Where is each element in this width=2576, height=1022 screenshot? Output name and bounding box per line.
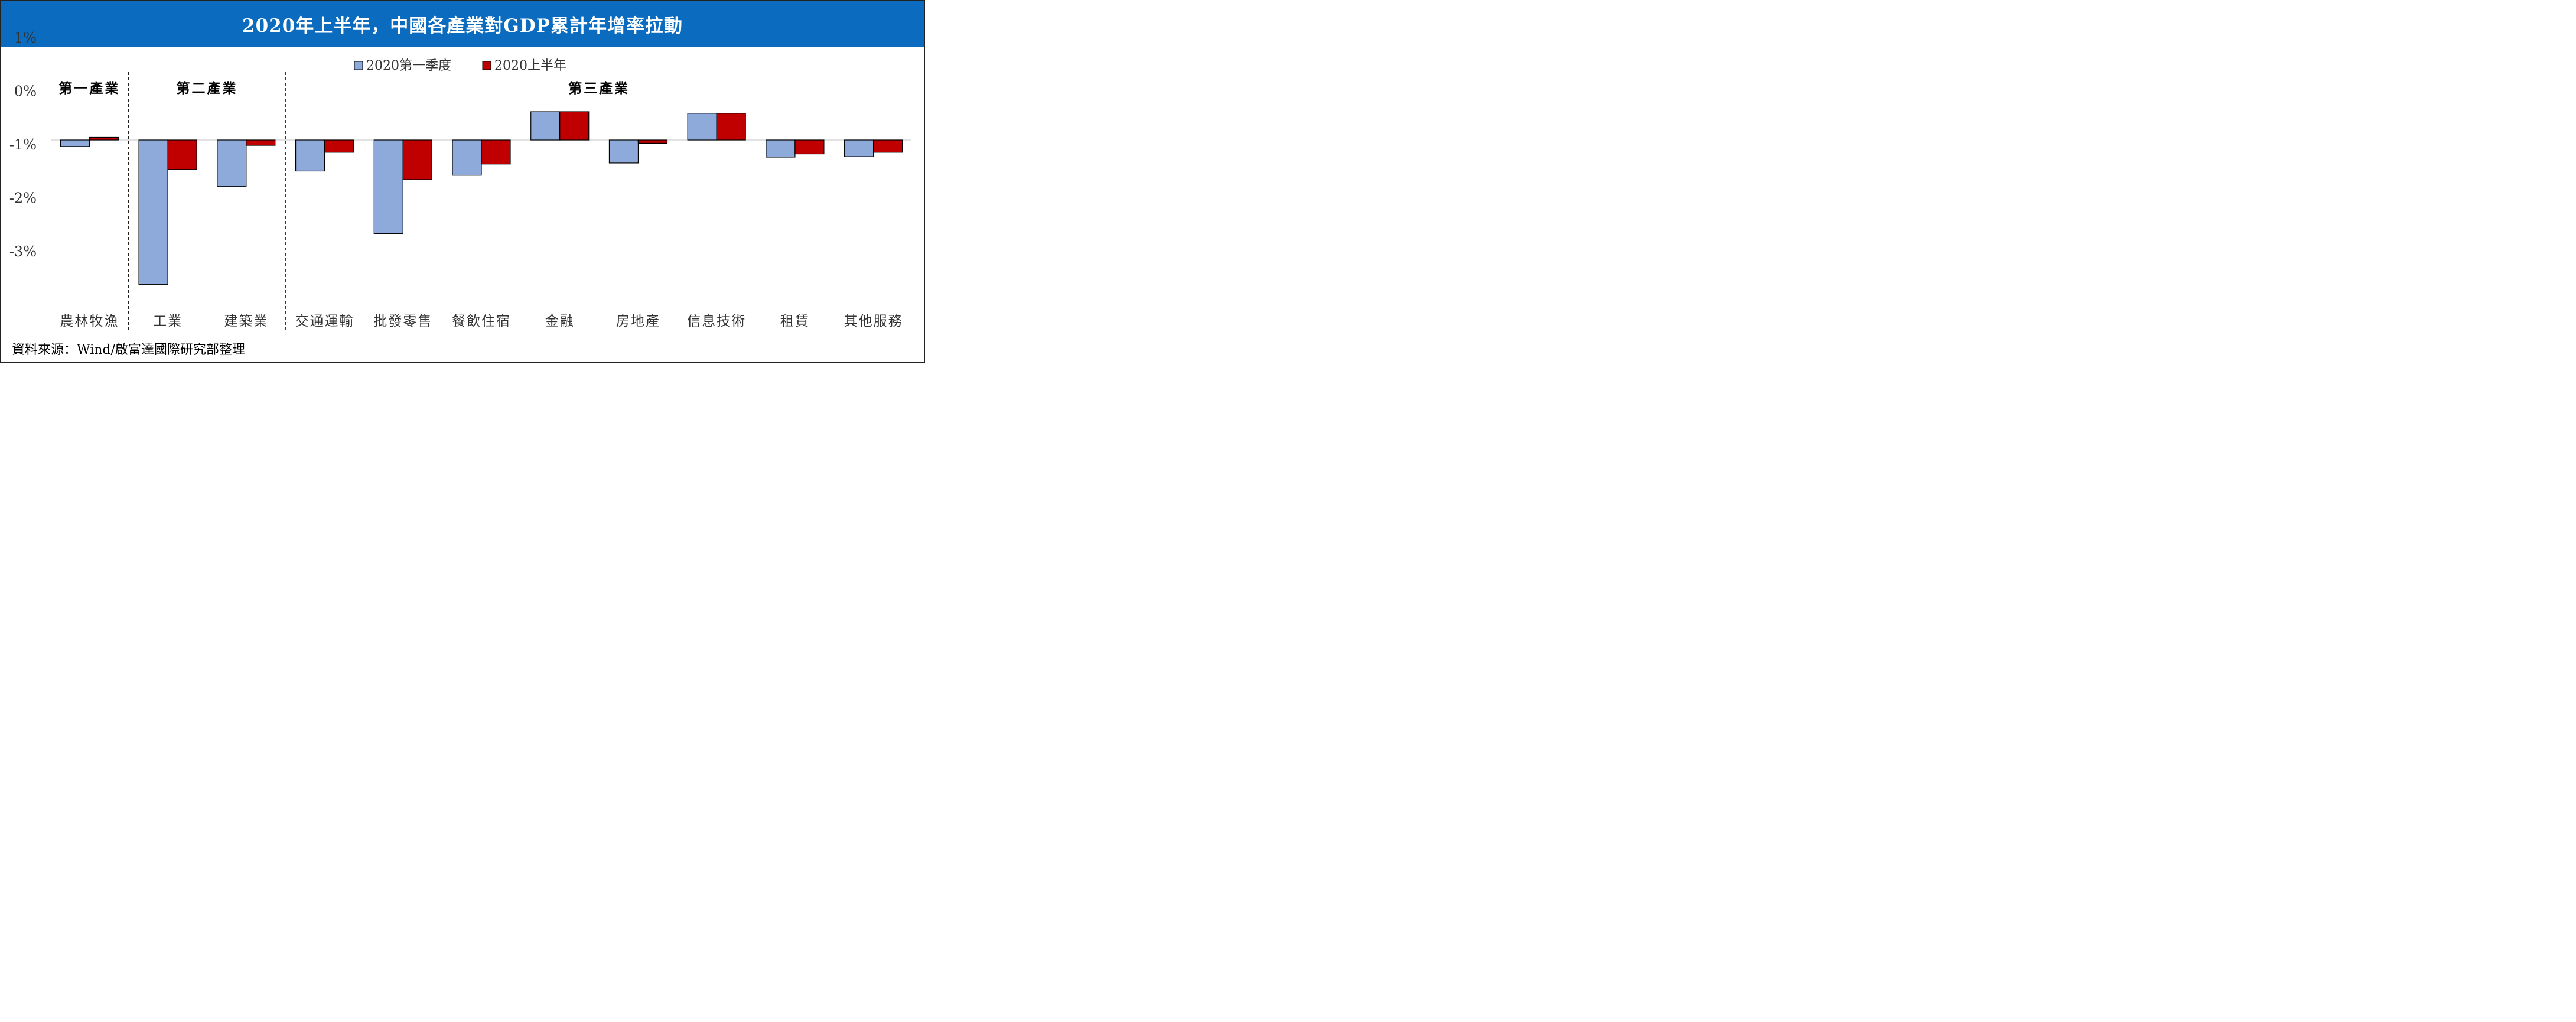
x-tick-label: 租賃: [780, 314, 810, 329]
x-tick-label: 建築業: [224, 314, 268, 329]
bar-q1-8: [687, 113, 717, 141]
title-bar: 2020年上半年，中國各產業對GDP累計年增率拉動: [1, 1, 924, 47]
x-tick-label: 餐飲住宿: [452, 314, 511, 329]
bar-q1-2: [217, 139, 247, 187]
x-tick-label: 房地產: [616, 314, 660, 329]
bar-h1-1: [167, 139, 197, 170]
legend-swatch-0: [354, 61, 363, 70]
bar-h1-3: [324, 139, 354, 153]
y-tick-label: -1%: [9, 136, 37, 153]
bar-h1-7: [637, 139, 668, 144]
bar-q1-0: [60, 139, 90, 147]
x-tick-label: 工業: [153, 314, 183, 329]
bar-q1-5: [452, 139, 482, 176]
chart-frame: [0, 0, 925, 363]
legend-label-1: 2020上半年: [494, 58, 566, 73]
bar-h1-4: [402, 139, 432, 180]
legend-swatch-1: [482, 61, 491, 70]
bar-h1-6: [559, 111, 590, 141]
bar-q1-9: [766, 139, 796, 158]
group-label: 第二產業: [176, 80, 237, 96]
x-tick-label: 批發零售: [373, 314, 432, 329]
x-tick-label: 金融: [545, 314, 575, 329]
bar-h1-2: [246, 139, 276, 146]
x-tick-label: 交通運輸: [295, 314, 354, 329]
bar-q1-10: [844, 139, 874, 157]
bar-h1-8: [716, 113, 746, 141]
y-axis: 1% 0% -1% -2% -3%: [9, 30, 911, 260]
bar-q1-7: [608, 139, 639, 164]
bar-q1-1: [138, 139, 168, 285]
legend-label-0: 2020第一季度: [366, 58, 451, 73]
bar-h1-9: [794, 139, 825, 155]
chart-title: 2020年上半年，中國各產業對GDP累計年增率拉動: [242, 15, 683, 37]
legend: 2020第一季度 2020上半年: [354, 58, 566, 73]
bar-q1-4: [373, 139, 403, 234]
y-tick-label: 1%: [14, 30, 37, 46]
bar-h1-10: [873, 139, 903, 153]
y-tick-label: -2%: [9, 190, 37, 207]
y-tick-label: 0%: [14, 83, 37, 100]
x-axis: 農林牧漁 工業 建築業 交通運輸 批發零售 餐飲住宿 金融 房地產 信息技術 租賃 其他服務: [60, 314, 903, 329]
bar-h1-0: [89, 136, 119, 141]
chart-svg: 2020第一季度 2020上半年 第一產業 第二產業 第三產業 1% 0% -1% -2% -…: [9, 30, 911, 331]
x-tick-label: 農林牧漁: [60, 314, 119, 329]
y-tick-label: -3%: [9, 243, 37, 260]
x-tick-label: 信息技術: [687, 314, 746, 329]
source-note: 資料來源：Wind/啟富達國際研究部整理: [12, 343, 245, 357]
bars: [60, 111, 903, 285]
x-tick-label: 其他服務: [844, 314, 903, 329]
bar-q1-6: [530, 111, 561, 141]
group-labels: 第一產業 第二產業 第三產業: [58, 80, 630, 96]
group-label: 第三產業: [568, 80, 630, 96]
group-label: 第一產業: [58, 80, 120, 96]
bar-q1-3: [295, 139, 325, 172]
bar-h1-5: [481, 139, 511, 165]
group-dividers: [128, 72, 286, 331]
